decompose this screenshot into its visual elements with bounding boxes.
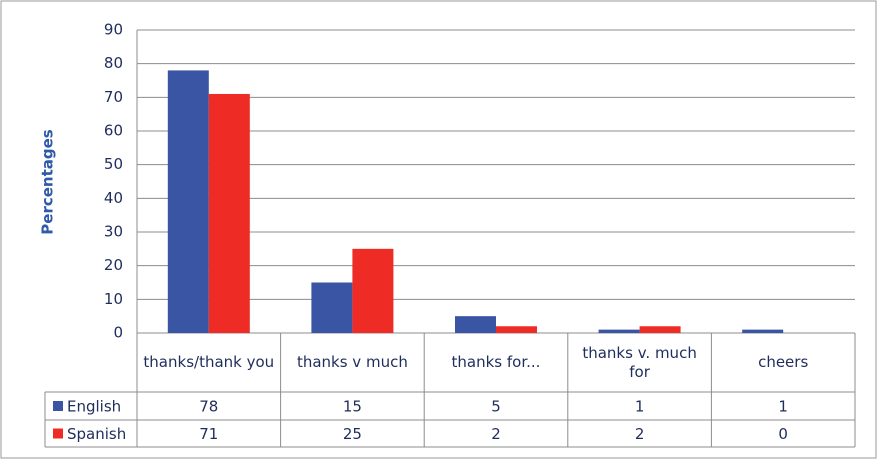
table-value: 71	[199, 425, 218, 443]
table-value: 15	[343, 398, 362, 416]
legend-swatch	[53, 401, 63, 411]
category-label-box: thanks for...	[451, 353, 541, 372]
table-value: 1	[778, 398, 788, 416]
table-value: 2	[635, 425, 645, 443]
category-label: thanks for...	[451, 353, 541, 372]
category-label-box: thanks v much	[296, 353, 408, 372]
category-label-box: cheers	[758, 353, 809, 372]
bar	[598, 329, 640, 333]
table-value: 5	[491, 398, 501, 416]
category-label: cheers	[758, 353, 809, 372]
y-tick-label: 80	[104, 54, 123, 72]
y-tick-label: 40	[104, 189, 123, 207]
bar	[455, 316, 496, 333]
y-tick-label: 60	[104, 122, 123, 140]
y-tick-label: 30	[104, 223, 123, 241]
legend-label: English	[67, 398, 121, 416]
table-value: 2	[491, 425, 501, 443]
table-value: 0	[778, 425, 788, 443]
bar	[639, 326, 681, 333]
y-tick-label: 10	[104, 290, 123, 308]
y-tick-label: 90	[104, 21, 123, 39]
bar	[496, 326, 537, 333]
y-tick-label: 50	[104, 155, 123, 173]
y-tick-label: 20	[104, 256, 123, 274]
category-label-box: thanks/thank you	[143, 353, 275, 372]
bar	[167, 70, 209, 334]
category-label: thanks v much	[296, 353, 408, 372]
bar	[311, 282, 353, 333]
category-label: thanks v. much for	[582, 343, 697, 381]
bar	[208, 93, 250, 333]
table-value: 25	[343, 425, 362, 443]
bar	[352, 248, 394, 333]
y-tick-label: 0	[113, 324, 123, 342]
y-tick-label: 70	[104, 88, 123, 106]
table-value: 78	[199, 398, 218, 416]
category-label-box: thanks v. much for	[582, 343, 697, 381]
legend-label: Spanish	[67, 425, 126, 443]
table-value: 1	[635, 398, 645, 416]
bar	[742, 329, 784, 333]
category-label: thanks/thank you	[143, 353, 275, 372]
legend-swatch	[53, 428, 63, 439]
y-axis-title: Percentages	[39, 129, 57, 235]
